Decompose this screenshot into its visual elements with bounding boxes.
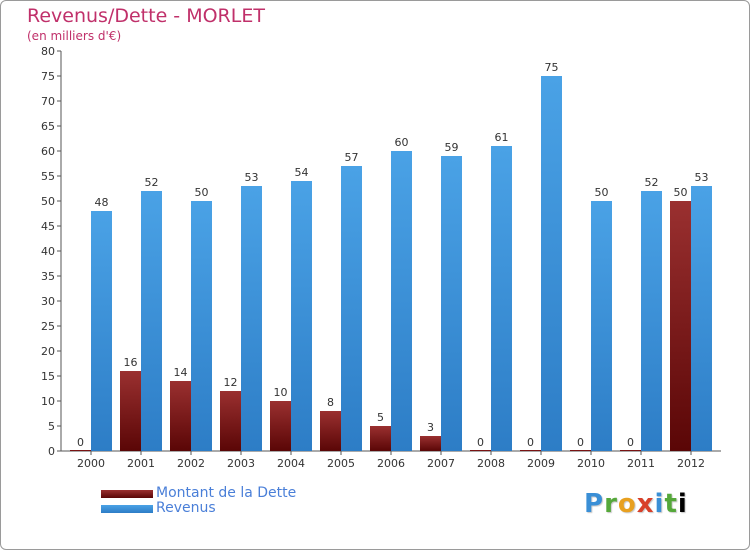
x-tick-label-2005: 2005 <box>327 457 355 470</box>
data-label-debt-2001: 16 <box>124 356 138 369</box>
x-tick-label-2001: 2001 <box>127 457 155 470</box>
y-tick-label-20: 20 <box>41 345 55 358</box>
bar-revenue-2012 <box>691 186 712 451</box>
y-tick-label-5: 5 <box>48 420 55 433</box>
data-label-revenue-2006: 60 <box>395 136 409 149</box>
data-label-debt-2000: 0 <box>77 436 84 449</box>
x-tick-label-2003: 2003 <box>227 457 255 470</box>
legend-swatch-debt <box>101 490 153 498</box>
bar-revenue-2001 <box>141 191 162 451</box>
data-label-revenue-2010: 50 <box>595 186 609 199</box>
legend-swatch-revenue <box>101 505 153 513</box>
data-label-revenue-2005: 57 <box>345 151 359 164</box>
data-label-revenue-2000: 48 <box>95 196 109 209</box>
data-label-revenue-2002: 50 <box>195 186 209 199</box>
chart-legend: Montant de la Dette Revenus <box>101 485 401 517</box>
bar-debt-2004 <box>270 401 291 451</box>
data-label-debt-2007: 3 <box>427 421 434 434</box>
x-tick-label-2012: 2012 <box>677 457 705 470</box>
data-label-debt-2005: 8 <box>327 396 334 409</box>
data-label-revenue-2012: 53 <box>695 171 709 184</box>
bar-revenue-2003 <box>241 186 262 451</box>
bar-debt-2002 <box>170 381 191 451</box>
bar-revenue-2009 <box>541 76 562 451</box>
chart-subtitle: (en milliers d'€) <box>27 29 122 43</box>
bar-debt-2008 <box>470 450 491 451</box>
x-tick-label-2009: 2009 <box>527 457 555 470</box>
x-tick-label-2010: 2010 <box>577 457 605 470</box>
bar-revenue-2011 <box>641 191 662 451</box>
y-tick-label-15: 15 <box>41 370 55 383</box>
bar-debt-2011 <box>620 450 641 451</box>
y-tick-label-75: 75 <box>41 70 55 83</box>
data-label-revenue-2011: 52 <box>645 176 659 189</box>
x-tick-label-2002: 2002 <box>177 457 205 470</box>
bar-debt-2005 <box>320 411 341 451</box>
bar-revenue-2004 <box>291 181 312 451</box>
bar-revenue-2005 <box>341 166 362 451</box>
x-tick-label-2004: 2004 <box>277 457 305 470</box>
data-label-debt-2012: 50 <box>674 186 688 199</box>
bar-revenue-2002 <box>191 201 212 451</box>
y-tick-label-65: 65 <box>41 120 55 133</box>
legend-label-revenue: Revenus <box>156 500 216 516</box>
y-tick-label-0: 0 <box>48 445 55 458</box>
proxiti-logo: Proxiti <box>584 489 688 519</box>
data-label-revenue-2007: 59 <box>445 141 459 154</box>
data-label-revenue-2008: 61 <box>495 131 509 144</box>
y-tick-label-10: 10 <box>41 395 55 408</box>
legend-label-debt: Montant de la Dette <box>156 485 297 501</box>
y-tick-label-40: 40 <box>41 245 55 258</box>
data-label-debt-2010: 0 <box>577 436 584 449</box>
bar-revenue-2007 <box>441 156 462 451</box>
x-tick-label-2008: 2008 <box>477 457 505 470</box>
data-label-revenue-2001: 52 <box>145 176 159 189</box>
x-tick-label-2000: 2000 <box>77 457 105 470</box>
bar-debt-2012 <box>670 201 691 451</box>
data-label-debt-2003: 12 <box>224 376 238 389</box>
y-tick-label-55: 55 <box>41 170 55 183</box>
y-tick-label-50: 50 <box>41 195 55 208</box>
x-tick-label-2006: 2006 <box>377 457 405 470</box>
data-label-debt-2011: 0 <box>627 436 634 449</box>
data-label-debt-2009: 0 <box>527 436 534 449</box>
bar-debt-2003 <box>220 391 241 451</box>
bar-debt-2010 <box>570 450 591 451</box>
y-tick-label-30: 30 <box>41 295 55 308</box>
y-tick-label-60: 60 <box>41 145 55 158</box>
legend-item-debt: Montant de la Dette <box>101 485 401 502</box>
data-label-debt-2008: 0 <box>477 436 484 449</box>
legend-item-revenue: Revenus <box>101 500 401 517</box>
x-tick-label-2011: 2011 <box>627 457 655 470</box>
x-tick-label-2007: 2007 <box>427 457 455 470</box>
y-tick-label-35: 35 <box>41 270 55 283</box>
y-tick-label-45: 45 <box>41 220 55 233</box>
bar-revenue-2006 <box>391 151 412 451</box>
data-label-revenue-2003: 53 <box>245 171 259 184</box>
y-tick-label-25: 25 <box>41 320 55 333</box>
bar-revenue-2008 <box>491 146 512 451</box>
data-label-debt-2002: 14 <box>174 366 188 379</box>
bar-debt-2000 <box>70 450 91 451</box>
bar-revenue-2010 <box>591 201 612 451</box>
data-label-revenue-2009: 75 <box>545 61 559 74</box>
bar-debt-2001 <box>120 371 141 451</box>
chart-title: Revenus/Dette - MORLET <box>27 5 265 27</box>
data-label-revenue-2004: 54 <box>295 166 309 179</box>
bar-debt-2006 <box>370 426 391 451</box>
y-tick-label-70: 70 <box>41 95 55 108</box>
bar-revenue-2000 <box>91 211 112 451</box>
data-label-debt-2004: 10 <box>274 386 288 399</box>
bar-debt-2009 <box>520 450 541 451</box>
y-tick-label-80: 80 <box>41 45 55 58</box>
bar-debt-2007 <box>420 436 441 451</box>
data-label-debt-2006: 5 <box>377 411 384 424</box>
